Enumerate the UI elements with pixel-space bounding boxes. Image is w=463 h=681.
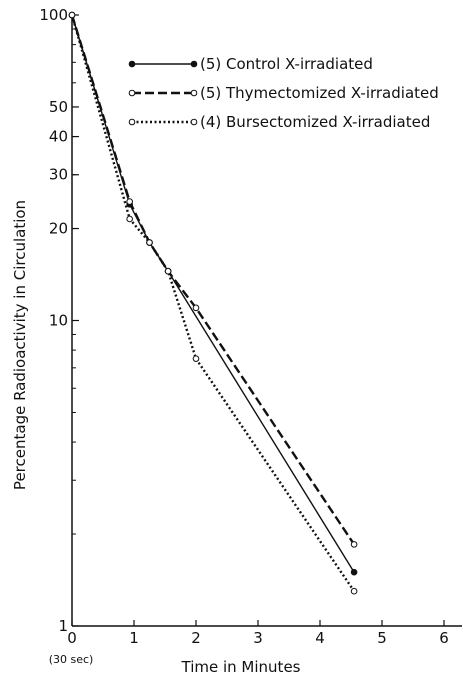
legend-marker [128, 89, 136, 97]
x-axis-title: Time in Minutes [181, 658, 301, 676]
x-tick-label: 2 [191, 629, 201, 647]
data-point [350, 568, 358, 576]
legend-marker [190, 60, 198, 68]
x-tick-label: 6 [439, 629, 449, 647]
data-point [350, 587, 358, 595]
x-tick-label: 3 [253, 629, 263, 647]
y-tick-label: 100 [39, 6, 68, 24]
data-point [146, 239, 153, 246]
data-point [192, 304, 200, 312]
data-point [126, 198, 133, 205]
series-3 [68, 11, 358, 595]
data-point [164, 267, 172, 275]
legend-label: (5) Thymectomized X-irradiated [200, 84, 439, 102]
data-point [192, 355, 200, 362]
x-tick-label: 5 [377, 629, 387, 647]
y-tick-label: 1 [58, 617, 68, 635]
y-tick-label: 40 [49, 128, 68, 146]
x-axis-note: (30 sec) [49, 653, 94, 666]
data-point [68, 11, 76, 19]
legend-marker [190, 118, 198, 126]
legend-label: (4) Bursectomized X-irradiated [200, 113, 430, 131]
y-tick-label: 50 [49, 98, 68, 116]
y-axis-title: Percentage Radioactivity in Circulation [11, 200, 29, 490]
series-line [70, 14, 356, 546]
series-layer [68, 11, 358, 595]
x-tick-label: 0 [67, 629, 77, 647]
y-tick-label: 10 [49, 312, 68, 330]
data-point [350, 541, 358, 548]
x-tick-label: 4 [315, 629, 325, 647]
legend-marker [128, 60, 136, 68]
data-point [126, 215, 133, 223]
y-tick-label: 30 [49, 166, 68, 184]
y-tick-label: 20 [49, 220, 68, 238]
legend-marker [128, 118, 136, 126]
x-tick-label: 1 [129, 629, 139, 647]
series-line [70, 14, 356, 592]
legend-marker [190, 89, 198, 97]
legend: (5) Control X-irradiated (5) Thymectomize… [128, 55, 439, 131]
legend-label: (5) Control X-irradiated [200, 55, 373, 73]
